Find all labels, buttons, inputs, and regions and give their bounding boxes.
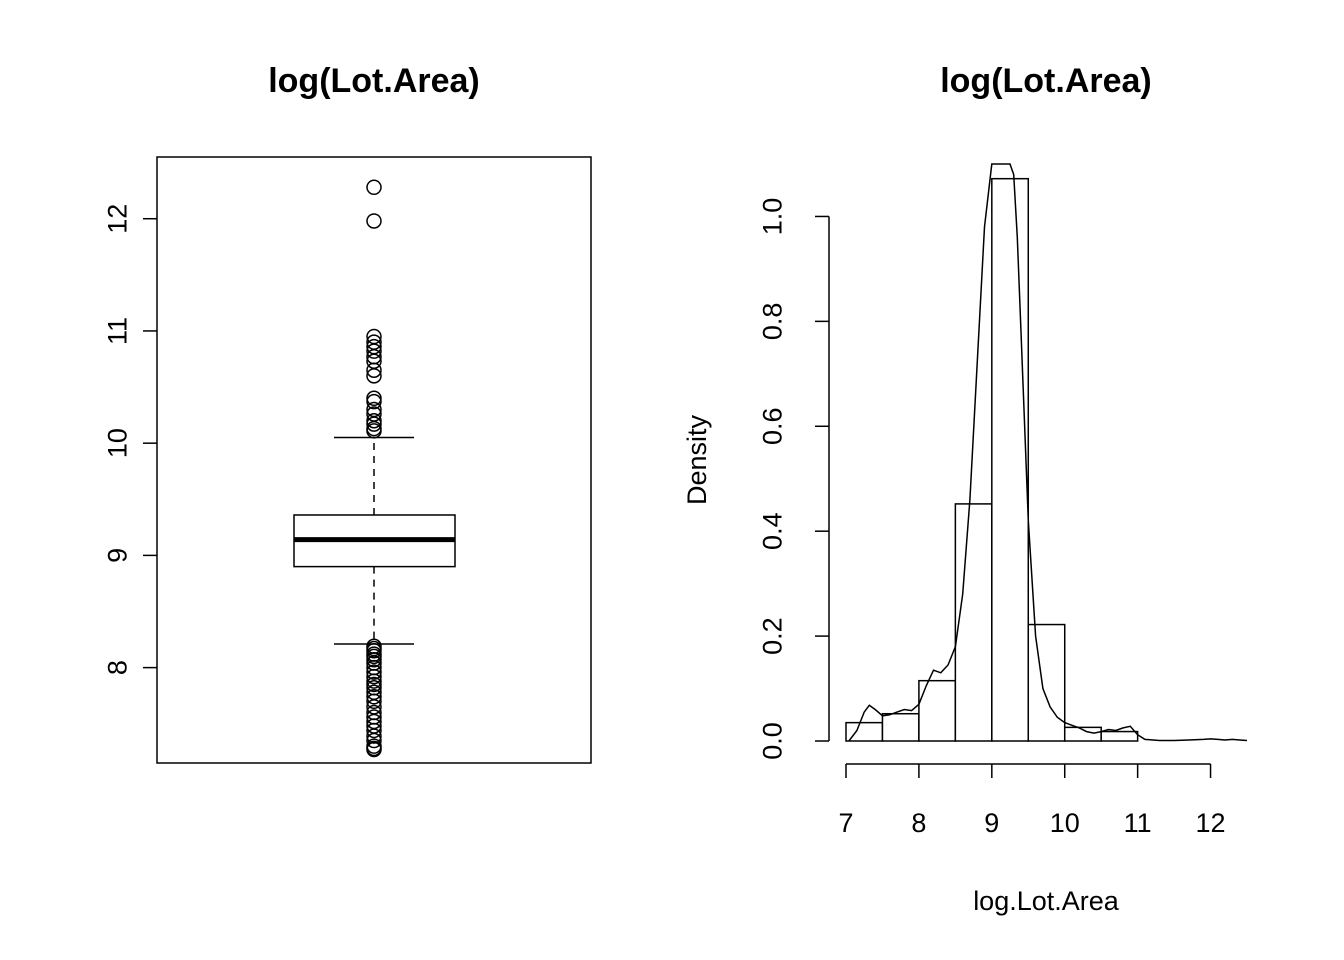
histogram-bar bbox=[881, 712, 920, 742]
outlier-point bbox=[366, 393, 382, 410]
histogram-title: log(Lot.Area) bbox=[940, 62, 1152, 100]
histogram-x-tick-label: 10 bbox=[1050, 808, 1080, 838]
boxplot-title: log(Lot.Area) bbox=[268, 62, 480, 100]
histogram-bar bbox=[1100, 730, 1139, 742]
histogram-x-tick-label: 11 bbox=[1124, 808, 1152, 838]
boxplot-y-axis: 8 9 10 11 12 bbox=[102, 204, 157, 675]
boxplot-y-tick-label: 11 bbox=[102, 317, 132, 345]
boxplot-panel: log(Lot.Area) 8 9 10 11 12 bbox=[102, 62, 592, 764]
boxplot-y-tick-label: 12 bbox=[102, 204, 132, 234]
histogram-x-tick-label: 12 bbox=[1196, 808, 1226, 838]
boxplot-y-tick-label: 10 bbox=[102, 428, 132, 458]
outlier-point bbox=[366, 664, 382, 680]
outlier-point bbox=[366, 368, 382, 384]
histogram-y-tick-label: 0.6 bbox=[757, 407, 787, 445]
histogram-y-tick-label: 1.0 bbox=[757, 198, 787, 236]
boxplot-y-tick-label: 8 bbox=[102, 660, 132, 675]
histogram-y-tick-label: 0.2 bbox=[757, 617, 787, 655]
outlier-point bbox=[366, 676, 382, 693]
outlier-point bbox=[366, 390, 382, 407]
boxplot-frame bbox=[156, 156, 592, 764]
outlier-point bbox=[366, 416, 382, 432]
outlier-point bbox=[366, 693, 382, 710]
histogram-x-label: log.Lot.Area bbox=[973, 886, 1120, 916]
histogram-bar bbox=[954, 503, 993, 742]
histogram-x-axis: 7 8 9 10 11 12 bbox=[838, 763, 1226, 838]
outlier-point bbox=[366, 343, 382, 359]
outlier-point bbox=[366, 722, 382, 739]
boxplot-outliers bbox=[366, 179, 382, 758]
outlier-point bbox=[366, 179, 382, 196]
density-curve bbox=[848, 163, 1248, 742]
histogram-bar bbox=[991, 177, 1030, 742]
outlier-point bbox=[366, 673, 382, 689]
outlier-point bbox=[366, 423, 382, 439]
histogram-panel: log(Lot.Area) 7 8 9 10 11 12 0.0 0.2 0.4 0.6 0.8 1… bbox=[682, 62, 1248, 916]
outlier-point bbox=[366, 668, 382, 685]
outlier-point bbox=[366, 643, 382, 659]
outlier-point bbox=[366, 689, 382, 705]
outlier-point bbox=[366, 412, 382, 429]
histogram-y-label: Density bbox=[682, 414, 712, 505]
histogram-y-tick-label: 0.4 bbox=[757, 512, 787, 550]
outlier-point bbox=[366, 648, 382, 665]
histogram-y-tick-label: 0.8 bbox=[757, 303, 787, 341]
outlier-point bbox=[366, 362, 382, 378]
outlier-point bbox=[366, 732, 382, 749]
histogram-x-tick-label: 7 bbox=[838, 808, 853, 838]
boxplot-body bbox=[293, 436, 456, 645]
histogram-y-tick-label: 0.0 bbox=[757, 722, 787, 760]
histogram-bars bbox=[845, 177, 1139, 742]
boxplot-y-tick-label: 9 bbox=[102, 548, 132, 563]
outlier-point bbox=[366, 741, 382, 758]
histogram-x-tick-label: 8 bbox=[911, 808, 926, 838]
outlier-point bbox=[366, 652, 382, 668]
histogram-x-tick-label: 9 bbox=[984, 808, 999, 838]
outlier-point bbox=[366, 213, 382, 229]
histogram-bar bbox=[1027, 623, 1066, 742]
histogram-y-axis: 0.0 0.2 0.4 0.6 0.8 1.0 bbox=[757, 198, 830, 760]
